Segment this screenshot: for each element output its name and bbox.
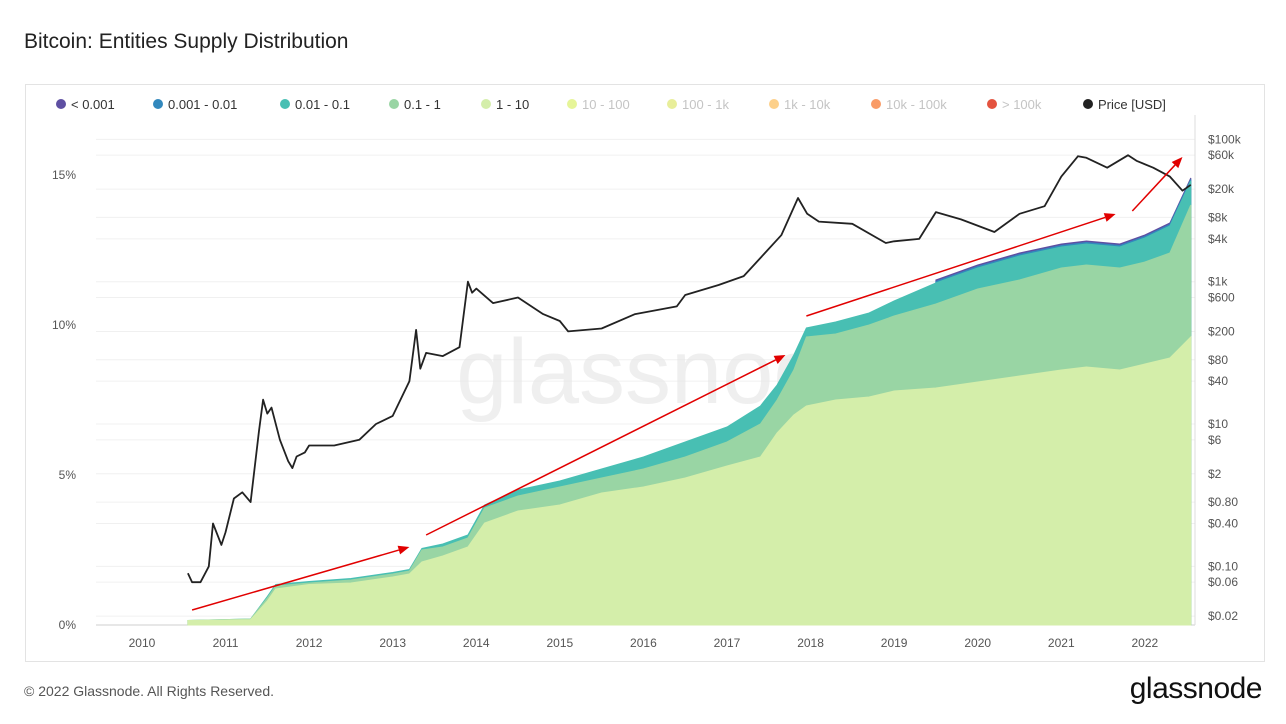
legend-label: > 100k — [1002, 97, 1042, 112]
legend-dot-icon — [280, 99, 290, 109]
chart-panel: < 0.001 0.001 - 0.01 0.01 - 0.1 0.1 - 1 1 - … — [25, 84, 1265, 662]
trend-arrow-4 — [1131, 164, 1176, 212]
y-left-tick-0: 0% — [59, 618, 77, 632]
brand-logo: glassnode — [1129, 672, 1263, 705]
x-tick-2014: 2014 — [463, 636, 490, 650]
y-right-tick-80: $80 — [1208, 353, 1228, 367]
legend-dot-icon — [769, 99, 779, 109]
legend-label: 10 - 100 — [582, 97, 630, 112]
x-tick-2013: 2013 — [379, 636, 406, 650]
y-left-tick-10: 10% — [52, 318, 76, 332]
y-right-tick-1k: $1k — [1208, 275, 1228, 289]
y-right-tick-60k: $60k — [1208, 148, 1235, 162]
legend-item-0-001-0-01[interactable]: 0.001 - 0.01 — [153, 97, 237, 112]
legend-dot-icon — [481, 99, 491, 109]
x-tick-2011: 2011 — [213, 636, 239, 650]
legend-label: 1 - 10 — [496, 97, 529, 112]
legend-item-0-1-1[interactable]: 0.1 - 1 — [389, 97, 441, 112]
legend-label: 0.001 - 0.01 — [168, 97, 237, 112]
legend-item-0-01-0-1[interactable]: 0.01 - 0.1 — [280, 97, 350, 112]
x-tick-2016: 2016 — [630, 636, 657, 650]
legend-item-100k[interactable]: > 100k — [987, 97, 1042, 112]
y-right-tick-2: $2 — [1208, 467, 1222, 481]
y-right-tick-4k: $4k — [1208, 232, 1228, 246]
y-right-tick-0-06: $0.06 — [1208, 575, 1238, 589]
legend-item-10k-100k[interactable]: 10k - 100k — [871, 97, 947, 112]
y-right-tick-40: $40 — [1208, 374, 1228, 388]
x-tick-2017: 2017 — [714, 636, 741, 650]
y-right-tick-100k: $100k — [1208, 132, 1242, 146]
price-line — [187, 154, 1192, 584]
copyright-footer: © 2022 Glassnode. All Rights Reserved. — [24, 683, 275, 699]
legend-label: 0.01 - 0.1 — [295, 97, 350, 112]
trend-arrow-1 — [191, 549, 400, 611]
area-series — [187, 177, 1192, 626]
page-title: Bitcoin: Entities Supply Distribution — [24, 30, 349, 53]
x-tick-2015: 2015 — [546, 636, 573, 650]
legend-dot-icon — [871, 99, 881, 109]
trend-arrow-head-1 — [397, 545, 410, 555]
legend-item-0-001[interactable]: < 0.001 — [56, 97, 115, 112]
legend-dot-icon — [667, 99, 677, 109]
trend-arrow-head-2 — [773, 355, 786, 364]
y-right-tick-0-10: $0.10 — [1208, 559, 1238, 573]
y-right-tick-0-80: $0.80 — [1208, 495, 1238, 509]
y-left-tick-15: 15% — [52, 168, 76, 182]
legend-label: 0.1 - 1 — [404, 97, 441, 112]
x-axis: 2010 2011 2012 2013 2014 2015 2016 2017 2018 2019… — [129, 636, 1159, 650]
x-tick-2012: 2012 — [296, 636, 323, 650]
legend-label: Price [USD] — [1098, 97, 1166, 112]
area-1-10 — [187, 335, 1192, 626]
y-right-tick-6: $6 — [1208, 433, 1222, 447]
x-tick-2021: 2021 — [1048, 636, 1075, 650]
legend-dot-icon — [389, 99, 399, 109]
legend[interactable]: < 0.001 0.001 - 0.01 0.01 - 0.1 0.1 - 1 1 - … — [56, 97, 1166, 112]
y-right-tick-10: $10 — [1208, 417, 1228, 431]
legend-dot-icon — [567, 99, 577, 109]
x-tick-2018: 2018 — [797, 636, 824, 650]
y-right-tick-200: $200 — [1208, 324, 1235, 338]
legend-item-1k-10k[interactable]: 1k - 10k — [769, 97, 831, 112]
legend-item-100-1k[interactable]: 100 - 1k — [667, 97, 729, 112]
trend-arrow-2 — [425, 359, 776, 536]
legend-item-1-10[interactable]: 1 - 10 — [481, 97, 529, 112]
legend-dot-icon — [153, 99, 163, 109]
y-right-tick-0-02: $0.02 — [1208, 609, 1238, 623]
legend-dot-icon — [56, 99, 66, 109]
price-series — [187, 154, 1192, 584]
legend-item-price-usd[interactable]: Price [USD] — [1083, 97, 1166, 112]
legend-label: 1k - 10k — [784, 97, 831, 112]
y-axis-left: 0% 5% 10% 15% — [52, 168, 76, 632]
x-tick-2019: 2019 — [881, 636, 908, 650]
x-tick-2022: 2022 — [1132, 636, 1159, 650]
legend-dot-icon — [1083, 99, 1093, 109]
x-tick-2020: 2020 — [964, 636, 991, 650]
y-right-tick-20k: $20k — [1208, 182, 1235, 196]
y-right-tick-8k: $8k — [1208, 210, 1228, 224]
y-right-tick-600: $600 — [1208, 290, 1235, 304]
y-right-tick-0-40: $0.40 — [1208, 517, 1238, 531]
chart-svg[interactable]: < 0.001 0.001 - 0.01 0.01 - 0.1 0.1 - 1 1 - … — [26, 85, 1264, 661]
legend-label: 10k - 100k — [886, 97, 947, 112]
trend-arrow-head-4 — [1171, 157, 1183, 169]
trend-arrow-3 — [806, 216, 1106, 317]
y-axis-right: $0.02 $0.06 $0.10 $0.40 $0.80 $2 $6 $10 $40 $80 $2… — [1208, 132, 1242, 623]
trend-arrow-head-3 — [1103, 213, 1116, 222]
trend-arrows — [191, 157, 1183, 611]
legend-label: 100 - 1k — [682, 97, 729, 112]
x-tick-2010: 2010 — [129, 636, 156, 650]
legend-label: < 0.001 — [71, 97, 115, 112]
legend-dot-icon — [987, 99, 997, 109]
legend-item-10-100[interactable]: 10 - 100 — [567, 97, 630, 112]
y-left-tick-5: 5% — [59, 468, 77, 482]
